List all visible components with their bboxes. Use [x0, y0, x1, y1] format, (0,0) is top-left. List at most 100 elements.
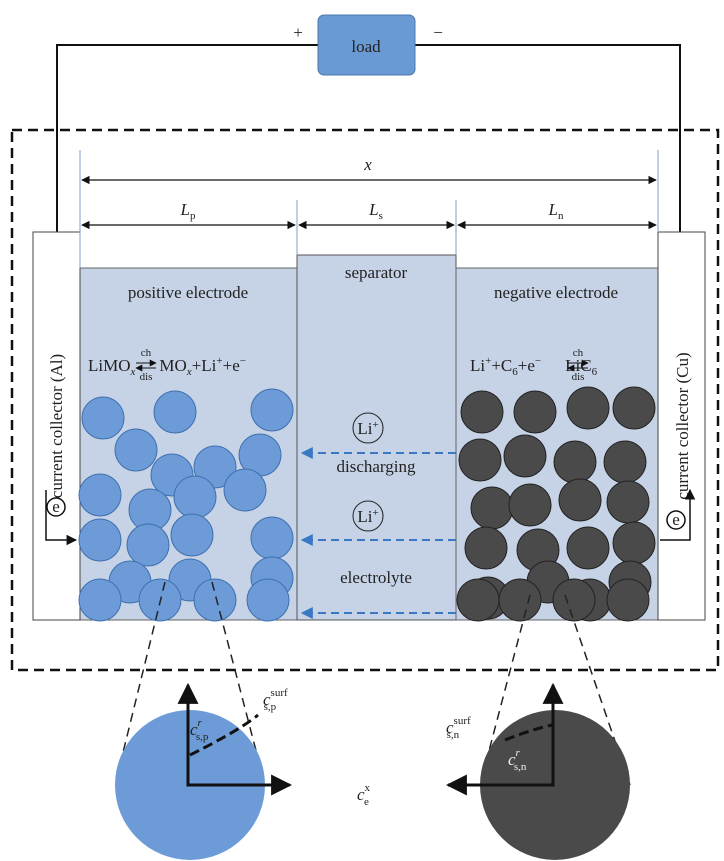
ls-sub: s — [379, 210, 383, 222]
rn5: − — [535, 355, 541, 367]
discharge-label-n: dis — [572, 371, 585, 383]
lp-label: Lp — [180, 200, 196, 222]
c-sp-r: cr s,p — [190, 717, 209, 743]
particle — [246, 578, 290, 622]
rp3: x — [186, 366, 192, 378]
particle — [173, 475, 217, 519]
particles — [78, 386, 656, 622]
electrolyte-label: electrolyte — [340, 568, 412, 587]
c-sp-surf-sub: s,p — [264, 701, 277, 713]
particle — [250, 388, 294, 432]
electron-right: e — [672, 510, 680, 529]
particle — [498, 578, 542, 622]
c-sn-surf-main: c — [446, 718, 454, 737]
particle — [508, 483, 552, 527]
ion-1: Li+ — [357, 419, 378, 438]
particle — [170, 513, 214, 557]
particle — [464, 526, 508, 570]
c-sn-surf-sub: s,n — [447, 729, 460, 741]
ls-main: L — [368, 200, 378, 219]
c-sn-surf: csurf s,n — [446, 715, 471, 741]
particle — [606, 480, 650, 524]
c-sp-surf-main: c — [263, 690, 271, 709]
electron-left: e — [52, 497, 60, 516]
x-label: x — [363, 155, 372, 174]
ls-label: Ls — [368, 200, 383, 222]
c-sn-r-sup: r — [516, 747, 521, 759]
c-e-x: cx e — [357, 782, 371, 808]
separator-label: separator — [345, 263, 408, 282]
rp0: LiMO — [88, 356, 131, 375]
c-sn-surf-sup: surf — [454, 715, 471, 727]
discharge-label: dis — [140, 371, 153, 383]
rn2: +C — [491, 356, 512, 375]
rp5: + — [216, 355, 222, 367]
zoom — [114, 581, 631, 860]
c-sn-r: cr s,n — [508, 747, 527, 773]
particle — [566, 386, 610, 430]
particle — [193, 578, 237, 622]
particle — [606, 578, 650, 622]
c-sn-r-main: c — [508, 750, 516, 769]
particle — [553, 440, 597, 484]
c-e-x-sup: x — [365, 782, 371, 794]
c-sn-r-sub: s,n — [514, 761, 527, 773]
particle — [470, 486, 514, 530]
ion-2: Li+ — [357, 507, 378, 526]
ion-2-symbol: Li — [357, 507, 372, 526]
ln-label: Ln — [548, 200, 564, 222]
ln-sub: n — [558, 210, 564, 222]
rp2: MO — [159, 356, 186, 375]
positive-label: positive electrode — [128, 283, 248, 302]
collector-right-label: current collector (Cu) — [673, 352, 692, 499]
ion-2-charge: + — [372, 507, 378, 519]
particle — [456, 578, 500, 622]
particle — [612, 521, 656, 565]
negative-label: negative electrode — [494, 283, 618, 302]
c-sp-surf-sup: surf — [271, 687, 288, 699]
c-sp-r-sub: s,p — [196, 731, 209, 743]
charge-label-n: ch — [573, 347, 584, 359]
c-sp-surf: csurf s,p — [263, 687, 288, 713]
rn4: +e — [518, 356, 535, 375]
plus: + — [293, 23, 303, 42]
rp6: +e — [223, 356, 240, 375]
ion-1-symbol: Li — [357, 419, 372, 438]
particle — [78, 518, 122, 562]
rn1: + — [485, 355, 491, 367]
ion-1-charge: + — [372, 419, 378, 431]
particle — [153, 390, 197, 434]
minus: − — [433, 23, 443, 42]
c-e-x-main: c — [357, 785, 365, 804]
particle — [612, 386, 656, 430]
cell-boundary — [10, 128, 720, 672]
charge-label: ch — [141, 347, 152, 359]
lp-main: L — [180, 200, 190, 219]
particle — [513, 390, 557, 434]
particle — [223, 468, 267, 512]
particle — [460, 390, 504, 434]
rn7: 6 — [592, 366, 598, 378]
particle — [566, 526, 610, 570]
positive-reaction: LiMOx MOx+Li++e− — [88, 355, 246, 378]
rp7: − — [240, 355, 246, 367]
load-box — [317, 14, 416, 76]
ln-main: L — [548, 200, 558, 219]
c-e-x-sub: e — [364, 796, 369, 808]
rp4: +Li — [192, 356, 217, 375]
particle — [503, 434, 547, 478]
particle — [114, 428, 158, 472]
particle — [250, 516, 294, 560]
particle — [458, 438, 502, 482]
lp-sub: p — [190, 210, 196, 222]
collector-left-label: current collector (Al) — [47, 354, 66, 498]
c-sp-r-sup: r — [198, 717, 203, 729]
c-sp-r-main: c — [190, 720, 198, 739]
particle — [81, 396, 125, 440]
discharging-label: discharging — [336, 457, 416, 476]
particle — [126, 523, 170, 567]
particle — [78, 473, 122, 517]
circuit: load + − — [56, 14, 681, 232]
particle — [558, 478, 602, 522]
